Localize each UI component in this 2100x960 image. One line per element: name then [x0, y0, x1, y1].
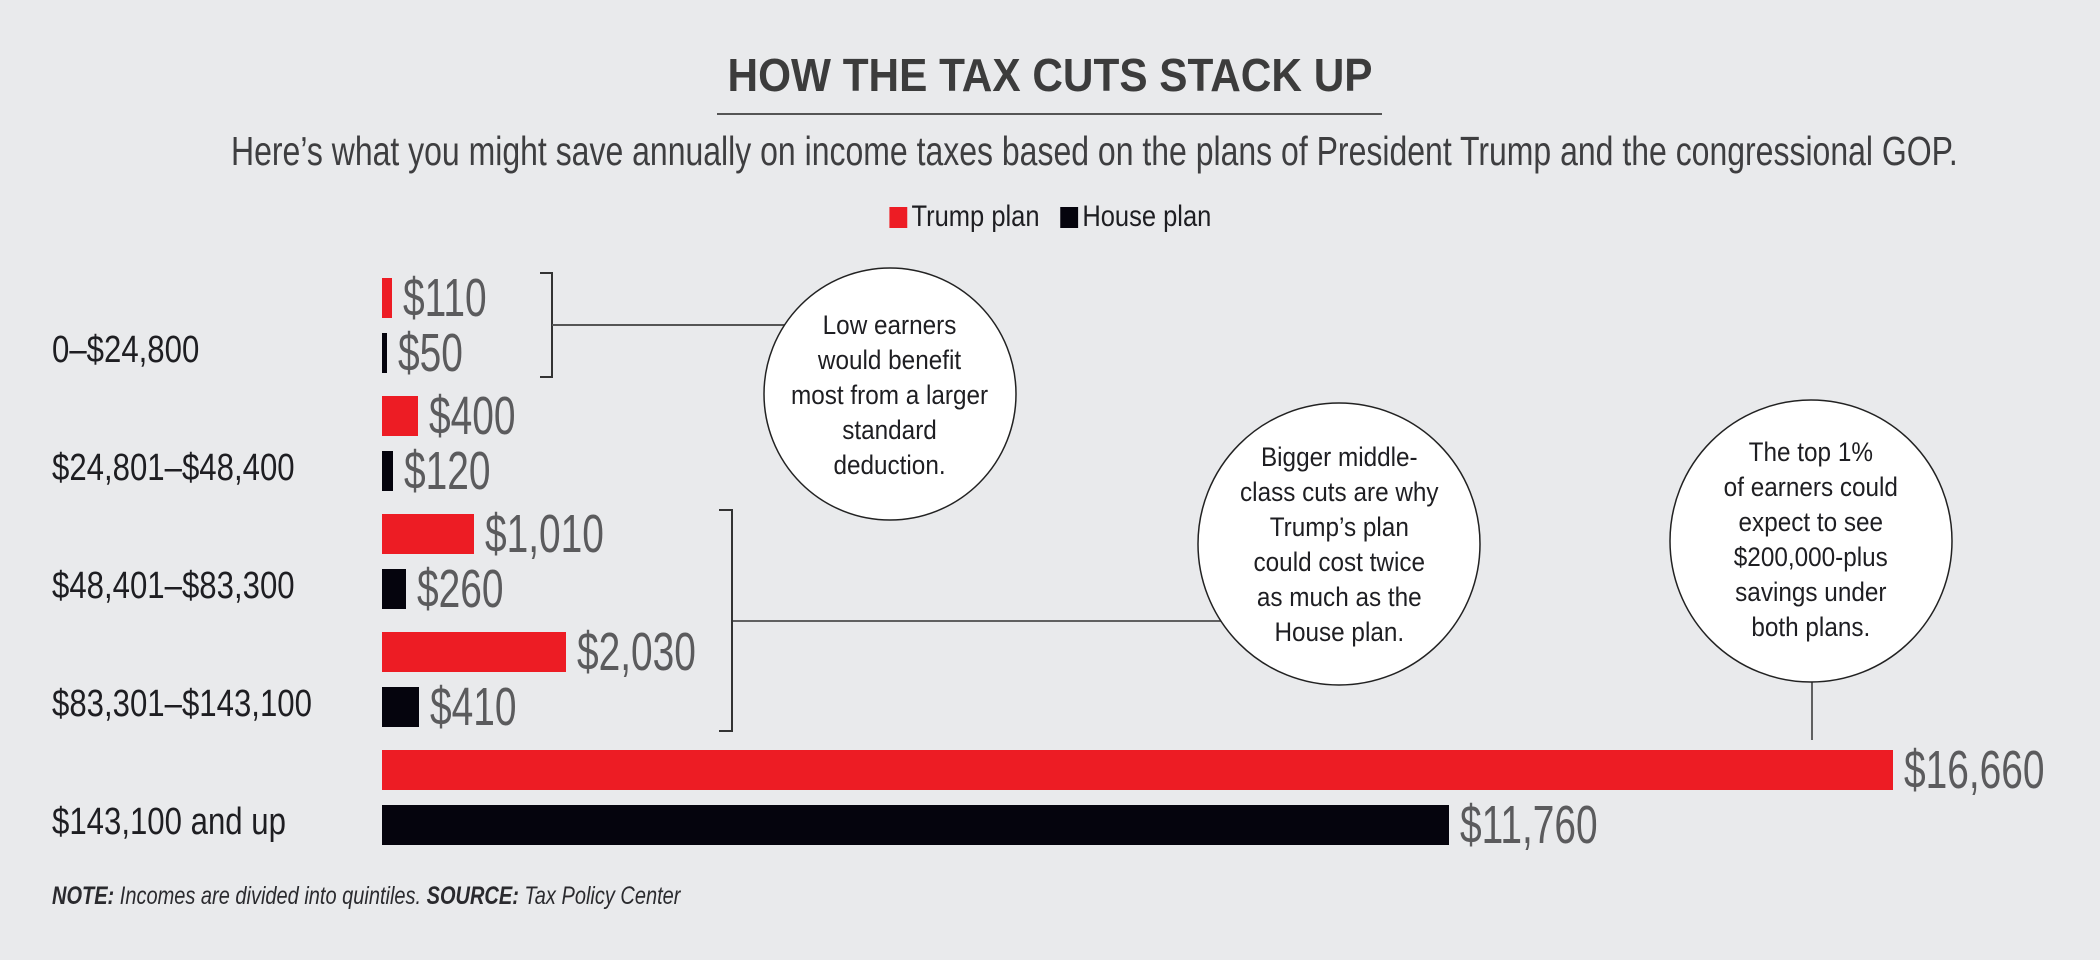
- value-label-trump-plan-2: $1,010: [484, 504, 604, 564]
- bar-trump-plan-3: [382, 632, 567, 672]
- bracket-middle-class: [719, 509, 733, 732]
- bubble-low-earners: [763, 267, 1017, 521]
- bubble-top-earners: [1669, 399, 1953, 683]
- category-label-143-100-and-up: $143,100 and up: [52, 800, 286, 843]
- bracket-low-earners: [540, 272, 553, 378]
- chart-subtitle: Here’s what you might save annually on i…: [231, 128, 1958, 174]
- bar-house-plan-3: [382, 687, 420, 727]
- category-label-24-801-48-400: $24,801–$48,400: [52, 446, 295, 489]
- bar-trump-plan-0: [382, 278, 392, 318]
- category-label-0-24-800: 0–$24,800: [52, 328, 200, 371]
- legend: Trump plan House plan: [0, 200, 2100, 236]
- category-label-83-301-143-100: $83,301–$143,100: [52, 682, 312, 725]
- annotation-middle-class-text: Bigger middle-class cuts are why Trump’s …: [1239, 442, 1439, 647]
- value-label-house-plan-4: $11,760: [1459, 795, 1598, 855]
- annotation-top-earners-text: The top 1% of earners could expect to see $…: [1723, 437, 1899, 642]
- annotation-low-earners: Low earners would benefit most from a larg…: [770, 290, 1010, 500]
- value-label-trump-plan-1: $400: [429, 386, 516, 446]
- value-label-house-plan-2: $260: [416, 559, 504, 619]
- value-label-trump-plan-4: $16,660: [1904, 740, 2045, 800]
- annotation-top-earners: The top 1% of earners could expect to see $…: [1677, 425, 1945, 655]
- value-label-trump-plan-3: $2,030: [577, 622, 697, 682]
- chart-title: HOW THE TAX CUTS STACK UP: [727, 49, 1373, 101]
- legend-swatch-trump: [889, 206, 907, 228]
- bar-trump-plan-2: [382, 514, 474, 554]
- value-label-house-plan-3: $410: [430, 677, 517, 737]
- value-label-house-plan-1: $120: [403, 441, 491, 501]
- bar-house-plan-1: [382, 451, 393, 491]
- legend-label-trump: Trump plan: [911, 200, 1040, 233]
- legend-item-house: House plan: [1059, 200, 1211, 234]
- annotation-middle-class: Bigger middle-class cuts are why Trump’s …: [1205, 430, 1473, 660]
- bubble-middle-class: [1197, 402, 1481, 686]
- legend-swatch-house: [1059, 206, 1078, 228]
- note-label: NOTE:: [52, 882, 115, 910]
- bar-house-plan-2: [382, 569, 406, 609]
- footnote: NOTE: Incomes are divided into quintiles…: [52, 882, 680, 911]
- source-label: SOURCE:: [426, 882, 519, 910]
- category-label-48-401-83-300: $48,401–$83,300: [52, 564, 295, 607]
- bar-house-plan-4: [382, 805, 1449, 845]
- bar-trump-plan-1: [382, 396, 419, 436]
- legend-label-house: House plan: [1081, 200, 1211, 233]
- annotation-low-earners-text: Low earners would benefit most from a larg…: [791, 309, 989, 480]
- title-underline: [717, 113, 1382, 115]
- note-text: Incomes are divided into quintiles.: [114, 882, 427, 910]
- legend-item-trump: Trump plan: [889, 200, 1039, 234]
- value-label-house-plan-0: $50: [397, 323, 463, 383]
- bar-house-plan-0: [382, 333, 387, 373]
- bar-trump-plan-4: [382, 750, 1893, 790]
- value-label-trump-plan-0: $110: [402, 268, 487, 328]
- source-text: Tax Policy Center: [518, 882, 681, 910]
